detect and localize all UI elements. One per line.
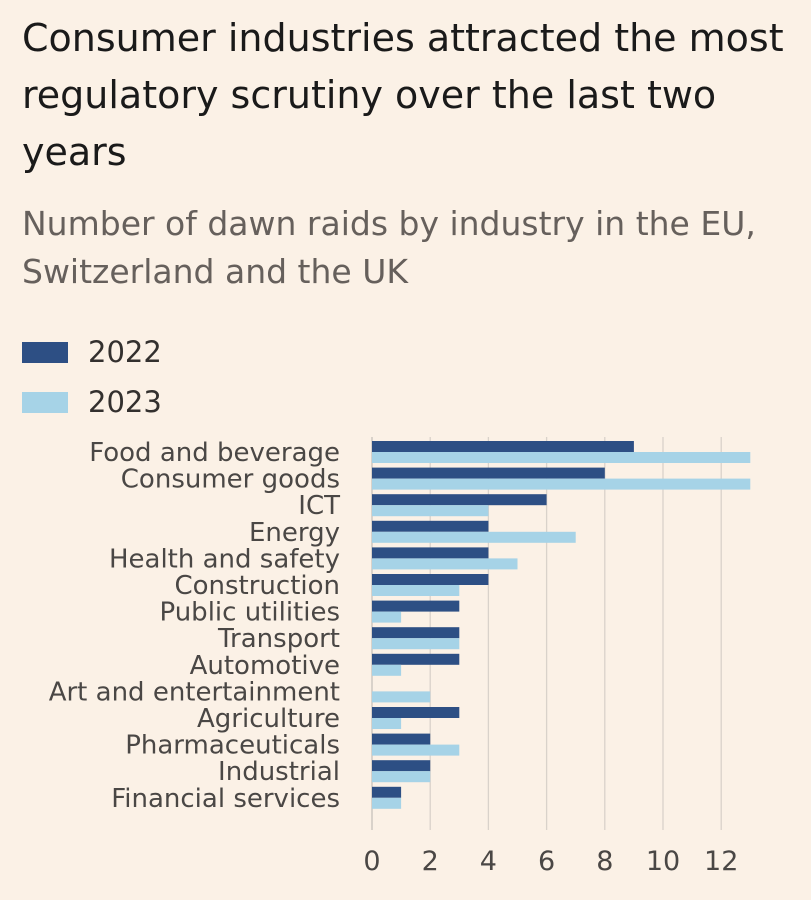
legend: 2022 2023 (22, 327, 162, 427)
category-label-industrial: Industrial (218, 757, 340, 787)
bar-industrial-2023 (372, 771, 431, 783)
bar-pharmaceuticals-2023 (372, 744, 460, 756)
x-tick-label: 4 (480, 846, 497, 877)
category-label-agriculture: Agriculture (197, 704, 340, 734)
bar-agriculture-2022 (372, 707, 460, 718)
bar-energy-2022 (372, 520, 489, 532)
category-label-health-and-safety: Health and safety (109, 544, 340, 574)
bar-food-and-beverage-2022 (372, 441, 634, 452)
category-label-automotive: Automotive (190, 651, 340, 681)
bar-health-and-safety-2023 (372, 558, 518, 570)
x-tick-label: 10 (646, 846, 680, 877)
bar-transport-2023 (372, 638, 460, 650)
category-label-ict: ICT (298, 491, 340, 521)
category-label-art-and-entertainment: Art and entertainment (49, 677, 340, 707)
bar-health-and-safety-2022 (372, 547, 489, 559)
bar-agriculture-2023 (372, 718, 402, 729)
legend-label-2022: 2022 (88, 335, 162, 369)
x-tick-label: 0 (363, 846, 380, 877)
legend-swatch-2023 (22, 391, 68, 413)
bar-construction-2023 (372, 585, 460, 596)
bar-public-utilities-2023 (372, 611, 402, 623)
bar-ict-2023 (372, 505, 489, 517)
chart-title: Consumer industries attracted the most r… (22, 16, 784, 174)
bar-financial-services-2023 (372, 797, 402, 809)
bar-pharmaceuticals-2022 (372, 733, 431, 745)
bar-consumer-goods-2023 (372, 478, 751, 490)
category-label-financial-services: Financial services (111, 784, 340, 814)
legend-item-2022: 2022 (22, 327, 162, 377)
bar-ict-2022 (372, 494, 547, 506)
category-label-transport: Transport (217, 624, 340, 654)
category-label-public-utilities: Public utilities (159, 598, 340, 628)
legend-label-2023: 2023 (88, 385, 162, 419)
x-tick-label: 2 (422, 846, 439, 877)
bar-public-utilities-2022 (372, 600, 460, 612)
legend-swatch-2022 (22, 341, 68, 363)
category-label-consumer-goods: Consumer goods (121, 465, 340, 495)
category-label-pharmaceuticals: Pharmaceuticals (125, 731, 340, 761)
x-tick-label: 6 (538, 846, 555, 877)
x-tick-label: 8 (596, 846, 613, 877)
bar-art-and-entertainment-2023 (372, 691, 431, 703)
legend-item-2023: 2023 (22, 377, 162, 427)
bars (372, 441, 751, 809)
chart-subtitle: Number of dawn raids by industry in the … (22, 204, 756, 291)
bar-transport-2022 (372, 627, 460, 639)
bar-automotive-2023 (372, 664, 402, 676)
category-label-construction: Construction (174, 571, 340, 601)
x-tick-label: 12 (704, 846, 738, 877)
bar-industrial-2022 (372, 760, 431, 772)
bar-financial-services-2022 (372, 786, 402, 798)
category-label-food-and-beverage: Food and beverage (89, 438, 340, 468)
bar-automotive-2022 (372, 653, 460, 665)
bar-energy-2023 (372, 531, 576, 543)
bar-construction-2022 (372, 574, 489, 585)
x-axis-ticks: 0 2 4 6 8 10 12 (363, 846, 738, 877)
category-label-energy: Energy (249, 518, 340, 548)
bar-consumer-goods-2022 (372, 467, 605, 479)
bar-food-and-beverage-2023 (372, 452, 751, 463)
